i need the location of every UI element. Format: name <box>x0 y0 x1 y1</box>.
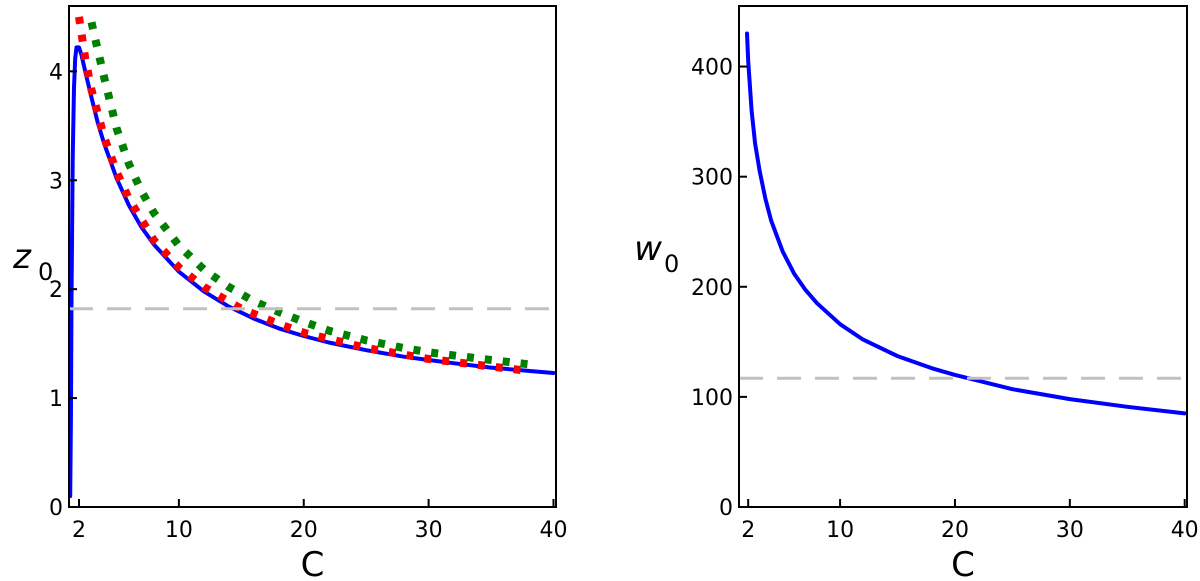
plot-frame <box>68 5 557 508</box>
series-line-dotted-1 <box>75 16 529 375</box>
x-tick-label: 10 <box>826 518 854 543</box>
series-line-dotted-2 <box>87 21 529 369</box>
series-line-solid-0 <box>69 45 556 499</box>
x-tick-label: 2 <box>741 518 755 543</box>
x-tick-label: 20 <box>941 518 969 543</box>
y-tick-label: 3 <box>49 169 63 194</box>
y-axis-title-subscript: 0 <box>664 250 679 278</box>
y-tick-label: 200 <box>691 276 733 301</box>
y-axis-title: w <box>634 229 662 269</box>
x-tick-label: 30 <box>1056 518 1084 543</box>
x-tick-label: 10 <box>165 518 193 543</box>
y-tick-label: 2 <box>49 278 63 303</box>
series-line-solid-0 <box>745 31 1187 416</box>
x-axis-title: C <box>301 545 325 581</box>
y-axis-title-subscript: 0 <box>38 258 53 286</box>
x-tick-label: 2 <box>72 518 86 543</box>
plot-frame <box>738 5 1188 508</box>
x-axis-title: C <box>951 545 975 581</box>
y-tick-label: 400 <box>691 56 733 81</box>
series-group <box>69 16 556 499</box>
series-group <box>739 31 1187 416</box>
x-tick-label: 40 <box>1171 518 1199 543</box>
y-tick-label: 300 <box>691 166 733 191</box>
x-tick-label: 40 <box>540 518 568 543</box>
x-tick-label: 30 <box>415 518 443 543</box>
y-tick-label: 4 <box>49 60 63 85</box>
y-tick-label: 0 <box>719 496 733 521</box>
x-tick-label: 20 <box>290 518 318 543</box>
y-tick-label: 1 <box>49 387 63 412</box>
y-tick-label: 100 <box>691 386 733 411</box>
y-tick-label: 0 <box>49 496 63 521</box>
y-axis-title: z <box>12 237 32 277</box>
